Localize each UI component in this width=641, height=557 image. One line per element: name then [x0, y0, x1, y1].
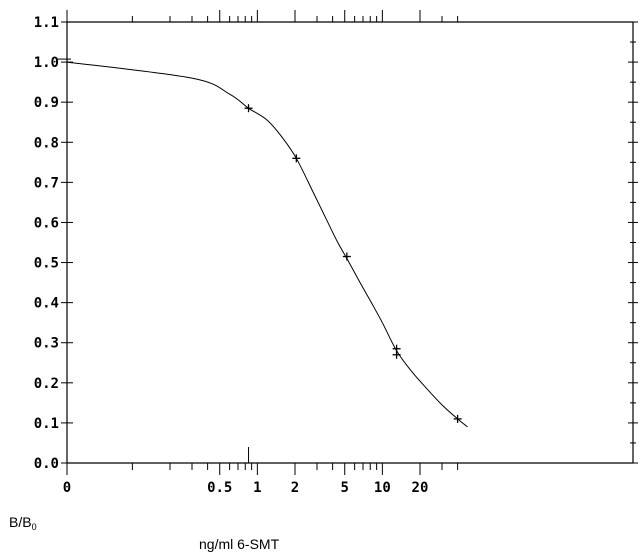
- x-tick-label: 20: [412, 480, 429, 496]
- y-tick-label: 0.5: [34, 256, 59, 272]
- calibration-chart: 0.0 0.1 0.2 0.3 0.4 0.5 0.6 0.7 0.8 0.9 1.0 1.1 0 0.…: [34, 10, 638, 496]
- y-tick-label: 0.0: [34, 456, 59, 472]
- y-tick-label: 1.1: [34, 15, 59, 31]
- x-axis: 0 0.5 1 2 5 10 20: [63, 10, 459, 496]
- x-tick-label: 5: [341, 480, 349, 496]
- data-point: [342, 252, 351, 261]
- fit-curve-layer: [57, 58, 468, 428]
- x-tick-label: 0.5: [207, 480, 232, 496]
- plot-frame: [66, 21, 634, 464]
- data-point: [292, 154, 301, 163]
- data-point: [392, 350, 401, 359]
- y-tick-label: 0.1: [34, 416, 59, 432]
- x-tick-label: 2: [291, 480, 299, 496]
- y-tick-label: 0.9: [34, 95, 59, 111]
- y-tick-label: 0.3: [34, 336, 59, 352]
- data-points: [244, 104, 462, 423]
- y-tick-label: 0.6: [34, 215, 59, 231]
- y-tick-label: 0.4: [34, 296, 59, 312]
- data-point: [244, 104, 253, 113]
- x-tick-label: 1: [253, 480, 261, 496]
- y-axis: 0.0 0.1 0.2 0.3 0.4 0.5 0.6 0.7 0.8 0.9 1.0 1.1: [34, 15, 638, 472]
- y-tick-label: 1.0: [34, 55, 59, 71]
- y-tick-label: 0.7: [34, 175, 59, 191]
- y-tick-label: 0.8: [34, 135, 59, 151]
- fit-curve: [66, 61, 468, 428]
- y-axis-title: B/B0: [9, 514, 37, 532]
- data-point: [453, 414, 462, 423]
- y-tick-label: 0.2: [34, 376, 59, 392]
- x-tick-label: 10: [374, 480, 391, 496]
- y-axis-title-main: B/B: [9, 514, 32, 530]
- x-axis-title: ng/ml 6-SMT: [199, 536, 280, 552]
- y-axis-title-subscript: 0: [31, 522, 37, 532]
- x-tick-label: 0: [63, 480, 71, 496]
